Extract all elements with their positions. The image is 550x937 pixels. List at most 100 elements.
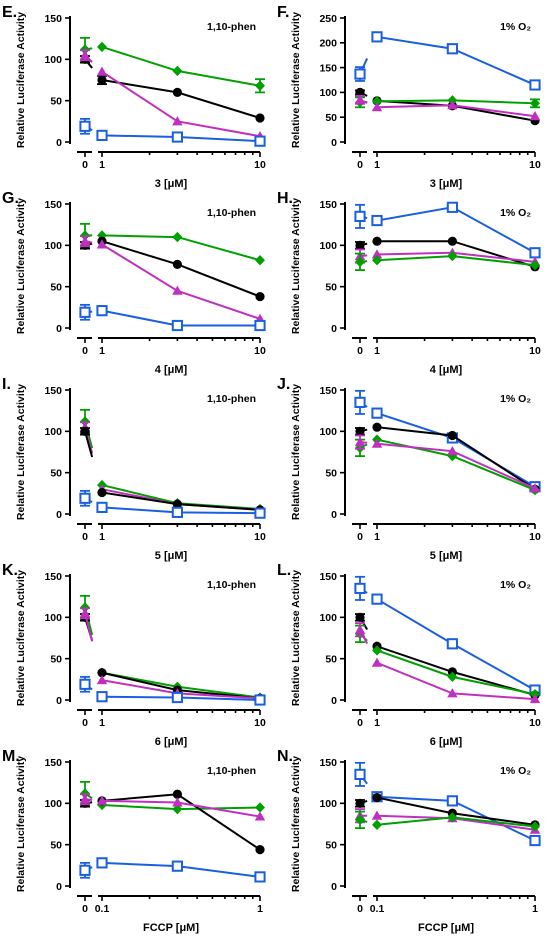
- y-tick-label: 50: [325, 653, 337, 665]
- y-tick-label: 0: [56, 509, 62, 521]
- x-tick-label: 0: [357, 717, 363, 729]
- y-tick-label: 0: [56, 881, 62, 893]
- data-point: [372, 819, 382, 831]
- data-point: [97, 230, 107, 241]
- y-tick-label: 100: [44, 240, 62, 252]
- data-point: [372, 792, 382, 803]
- control-point: [355, 426, 365, 436]
- panel-letter: E.: [2, 4, 17, 21]
- control-point: [355, 798, 365, 808]
- x-tick-label: 1: [532, 903, 538, 915]
- x-tick-label: 0: [82, 903, 88, 915]
- data-point: [96, 674, 108, 685]
- x-tick-label: 1: [99, 345, 105, 357]
- data-point: [447, 445, 458, 456]
- panel-letter: H.: [277, 190, 293, 207]
- x-axis-label: 3 [μM]: [155, 178, 188, 190]
- panel-letter: N.: [277, 748, 293, 765]
- series-line: [101, 45, 261, 87]
- data-point: [371, 214, 383, 227]
- y-tick-label: 50: [50, 281, 62, 293]
- data-point: [97, 41, 107, 53]
- y-tick-label: 150: [44, 13, 62, 25]
- y-tick-label: 150: [44, 757, 62, 769]
- data-point: [447, 236, 457, 246]
- y-tick-label: 100: [44, 426, 62, 438]
- control-point: [354, 624, 366, 634]
- x-tick-label: 10: [254, 531, 266, 543]
- y-tick-label: 0: [56, 695, 62, 707]
- y-tick-label: 50: [325, 467, 337, 479]
- x-tick-label: 1: [99, 159, 105, 171]
- data-point: [255, 113, 265, 123]
- y-tick-label: 0: [56, 323, 62, 335]
- data-point: [372, 422, 382, 432]
- data-point: [255, 802, 265, 813]
- x-tick-label: 0.1: [370, 903, 385, 915]
- condition-label: 1,10-phen: [207, 579, 256, 591]
- data-point: [447, 671, 458, 683]
- x-axis-label: 6 [μM]: [430, 736, 463, 748]
- data-point: [529, 483, 541, 493]
- y-axis-label: Relative Luciferase Activity: [15, 756, 27, 892]
- control-point: [354, 396, 366, 408]
- series-line: [376, 438, 536, 491]
- x-tick-label: 10: [529, 531, 541, 543]
- data-point: [371, 31, 383, 43]
- x-axis-label: 5 [μM]: [430, 550, 463, 562]
- x-axis-label: 4 [μM]: [155, 364, 188, 376]
- control-point: [79, 236, 91, 246]
- y-axis-label: Relative Luciferase Activity: [15, 12, 27, 148]
- data-point: [172, 116, 183, 126]
- panel-letter: K.: [2, 562, 18, 579]
- y-axis-label: Relative Luciferase Activity: [290, 198, 302, 334]
- y-tick-label: 50: [50, 839, 62, 851]
- x-tick-label: 1: [374, 345, 380, 357]
- y-tick-label: 50: [325, 281, 337, 293]
- y-tick-label: 50: [50, 95, 62, 107]
- data-point: [172, 285, 183, 295]
- panel-letter: I.: [2, 376, 11, 393]
- y-tick-label: 150: [44, 571, 62, 583]
- control-point: [354, 210, 366, 222]
- condition-label: 1,10-phen: [207, 765, 256, 777]
- data-point: [96, 239, 108, 249]
- data-point: [447, 100, 458, 110]
- data-point: [254, 811, 266, 821]
- data-point: [446, 201, 458, 213]
- y-tick-label: 150: [319, 757, 337, 769]
- data-point: [172, 65, 183, 77]
- x-axis-label: 6 [μM]: [155, 736, 188, 748]
- data-point: [172, 499, 182, 509]
- control-point: [355, 240, 365, 250]
- data-point: [255, 255, 265, 266]
- y-tick-label: 100: [44, 54, 62, 66]
- condition-label: 1,10-phen: [207, 393, 256, 405]
- condition-label: 1% O₂: [500, 393, 531, 405]
- y-tick-label: 150: [319, 62, 337, 74]
- data-point: [254, 507, 266, 519]
- x-tick-label: 1: [257, 903, 263, 915]
- data-point: [446, 43, 458, 55]
- y-axis-label: Relative Luciferase Activity: [290, 570, 302, 706]
- x-tick-label: 10: [529, 717, 541, 729]
- y-tick-label: 50: [50, 467, 62, 479]
- y-tick-label: 50: [325, 112, 337, 124]
- x-tick-label: 10: [529, 159, 541, 171]
- control-point: [79, 794, 91, 804]
- series-line: [376, 442, 536, 490]
- condition-label: 1% O₂: [500, 207, 531, 219]
- x-tick-label: 0: [82, 531, 88, 543]
- x-axis-label: 4 [μM]: [430, 364, 463, 376]
- y-tick-label: 0: [56, 137, 62, 149]
- y-tick-label: 100: [319, 798, 337, 810]
- condition-label: 1% O₂: [500, 21, 531, 33]
- data-point: [172, 87, 182, 97]
- y-tick-label: 0: [331, 137, 337, 149]
- data-point: [371, 593, 383, 605]
- data-point: [96, 66, 108, 76]
